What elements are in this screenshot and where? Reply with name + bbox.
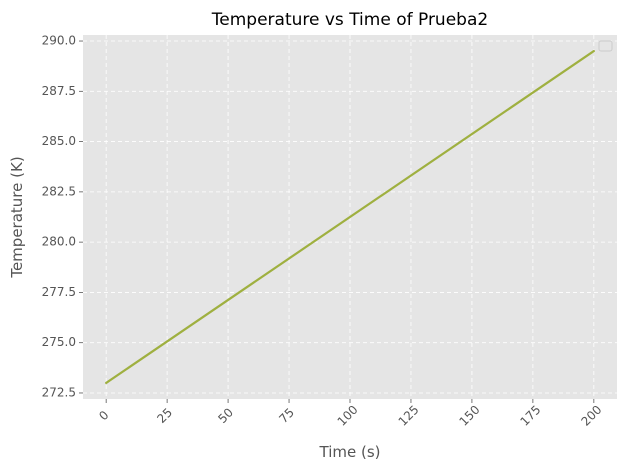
legend-box [598, 40, 613, 52]
y-tick-label: 282.5 [42, 184, 76, 198]
x-tick-label: 0 [96, 408, 111, 423]
chart-title: Temperature vs Time of Prueba2 [211, 10, 488, 30]
series-line [105, 49, 595, 385]
series-layer [105, 49, 595, 385]
y-tick-label: 287.5 [42, 84, 76, 98]
y-axis-label: Temperature (K) [8, 156, 26, 278]
x-tick-label: 100 [335, 403, 361, 429]
x-tick-label: 125 [396, 403, 422, 429]
x-tick-label: 75 [276, 405, 297, 426]
y-tick-label: 277.5 [42, 285, 76, 299]
x-tick-label: 200 [578, 403, 604, 429]
x-tick-label: 150 [457, 403, 483, 429]
y-tick-label: 290.0 [42, 34, 76, 48]
y-axis-ticks: 272.5 275.0 277.5 280.0 282.5 285.0 287.5 290.0 [42, 34, 83, 399]
y-tick-label: 275.0 [42, 335, 76, 349]
x-tick-label: 50 [215, 405, 236, 426]
x-axis-label: Time (s) [319, 443, 381, 461]
x-tick-label: 25 [154, 405, 175, 426]
y-tick-label: 272.5 [42, 385, 76, 399]
y-tick-label: 280.0 [42, 235, 76, 249]
grid [83, 35, 617, 399]
x-tick-label: 175 [517, 403, 543, 429]
y-tick-label: 285.0 [42, 134, 76, 148]
x-axis-ticks: 0 25 50 75 100 125 150 175 200 [96, 399, 605, 429]
